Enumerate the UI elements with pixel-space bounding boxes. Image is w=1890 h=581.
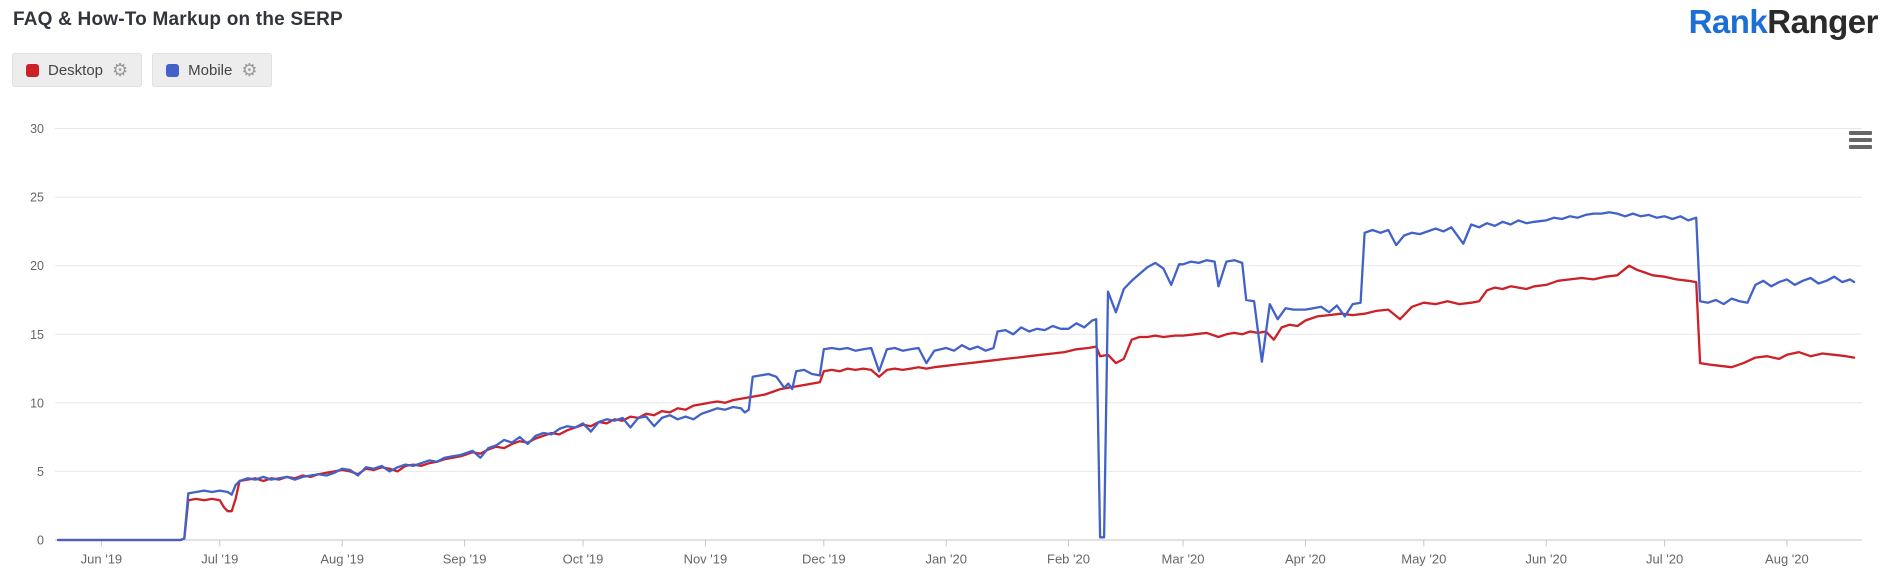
x-axis-label: Nov '19 (684, 552, 728, 567)
legend-label-mobile: Mobile (188, 61, 233, 79)
x-axis-label: Aug '20 (1765, 552, 1809, 567)
chart-legend: Desktop ⚙ Mobile ⚙ (12, 53, 272, 87)
x-axis-label: Jul '19 (201, 552, 238, 567)
y-axis-label: 30 (30, 122, 44, 136)
rankranger-logo: RankRanger (1688, 3, 1879, 41)
page-title: FAQ & How-To Markup on the SERP (13, 9, 343, 30)
legend-button-mobile[interactable]: Mobile ⚙ (152, 53, 272, 87)
mobile-series-swatch (166, 63, 180, 77)
x-axis-label: Oct '19 (563, 552, 604, 567)
chart-context-menu-button[interactable] (1849, 131, 1872, 152)
hamburger-icon (1849, 138, 1872, 142)
y-axis-label: 10 (30, 396, 44, 410)
y-axis-label: 15 (30, 328, 44, 342)
y-axis-label: 25 (30, 191, 44, 205)
y-axis-label: 5 (37, 465, 44, 479)
x-axis-label: May '20 (1401, 552, 1446, 567)
gear-icon[interactable]: ⚙ (112, 60, 129, 80)
hamburger-icon (1849, 131, 1872, 135)
x-axis-label: Jul '20 (1646, 552, 1683, 567)
x-axis-label: Mar '20 (1162, 552, 1205, 567)
x-axis-label: Sep '19 (443, 552, 487, 567)
legend-button-desktop[interactable]: Desktop ⚙ (12, 53, 143, 87)
legend-label-desktop: Desktop (48, 61, 104, 79)
hamburger-icon (1849, 145, 1872, 149)
x-axis-label: Jan '20 (925, 552, 967, 567)
gear-icon[interactable]: ⚙ (241, 60, 258, 80)
desktop-series-line[interactable] (56, 264, 1856, 542)
logo-ranger-text: Ranger (1767, 3, 1878, 40)
x-axis-label: Feb '20 (1047, 552, 1090, 567)
y-axis-label: 20 (30, 259, 44, 273)
y-axis-label: 0 (37, 534, 44, 548)
x-axis-label: Aug '19 (320, 552, 364, 567)
x-axis-label: Jun '20 (1525, 552, 1567, 567)
x-axis-label: Jun '19 (81, 552, 123, 567)
x-axis-label: Dec '19 (802, 552, 846, 567)
x-axis-label: Apr '20 (1285, 552, 1326, 567)
logo-rank-text: Rank (1688, 3, 1768, 40)
mobile-series-line[interactable] (56, 211, 1856, 542)
desktop-series-swatch (26, 63, 39, 77)
